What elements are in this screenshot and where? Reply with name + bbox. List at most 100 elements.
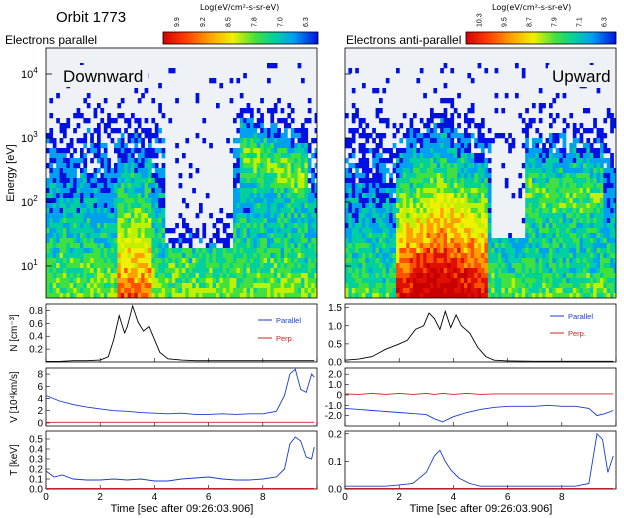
- spectrogram-cell: [355, 243, 359, 249]
- spectrogram-cell: [270, 163, 275, 169]
- spectrogram-cell: [569, 203, 574, 209]
- spectrogram-cell: [110, 233, 115, 239]
- spectrogram-cell: [552, 168, 557, 174]
- spectrogram-cell: [392, 258, 397, 264]
- spectrogram-cell: [239, 133, 244, 139]
- spectrogram-cell: [239, 138, 244, 144]
- spectrogram-cell: [273, 188, 278, 194]
- spectrogram-cell: [579, 283, 584, 289]
- spectrogram-cell: [127, 123, 132, 129]
- spectrogram-cell: [263, 183, 268, 189]
- spectrogram-cell: [233, 178, 237, 184]
- spectrogram-cell: [613, 278, 616, 284]
- spectrogram-cell: [284, 123, 288, 129]
- spectrogram-cell: [63, 228, 67, 234]
- spectrogram-cell: [307, 258, 312, 264]
- spectrogram-cell: [110, 168, 115, 174]
- spectrogram-cell: [583, 283, 587, 289]
- spectrogram-cell: [440, 143, 444, 149]
- spectrogram-cell: [311, 223, 315, 229]
- spectrogram-cell: [433, 228, 438, 234]
- spectrogram-cell: [392, 163, 397, 169]
- spectrogram-cell: [501, 293, 506, 298]
- spectrogram-cell: [103, 163, 108, 169]
- spectrogram-cell: [83, 283, 88, 289]
- spectrogram-cell: [596, 128, 601, 134]
- spectrogram-cell: [80, 223, 84, 229]
- spectrogram-cell: [491, 263, 495, 269]
- spectrogram-cell: [450, 198, 455, 204]
- spectrogram-cell: [107, 283, 111, 289]
- spectrogram-cell: [481, 243, 485, 249]
- spectrogram-cell: [416, 273, 421, 279]
- spectrogram-cell: [100, 153, 105, 159]
- spectrogram-cell: [402, 228, 407, 234]
- spectrogram-cell: [90, 138, 94, 144]
- spectrogram-cell: [137, 183, 142, 189]
- spectrogram-cell: [419, 138, 424, 144]
- spectrogram-cell: [120, 288, 125, 294]
- spectrogram-cell: [100, 223, 105, 229]
- series-line-density: [344, 309, 614, 362]
- spectrogram-cell: [260, 183, 264, 189]
- spectrogram-cell: [508, 143, 512, 149]
- spectrogram-cell: [450, 143, 455, 149]
- spectrogram-cell: [256, 233, 261, 239]
- spectrogram-cell: [120, 158, 125, 164]
- spectrogram-cell: [372, 153, 376, 159]
- spectrogram-cell: [528, 158, 533, 164]
- spectrogram-cell: [49, 288, 54, 294]
- spectrogram-cell: [542, 268, 546, 274]
- spectrogram-cell: [562, 228, 567, 234]
- spectrogram-cell: [389, 248, 393, 254]
- spectrogram-cell: [260, 128, 264, 134]
- spectrogram-cell: [256, 188, 261, 194]
- spectrogram-cell: [185, 238, 190, 244]
- spectrogram-cell: [559, 263, 563, 269]
- spectrogram-cell: [467, 288, 472, 294]
- spectrogram-cell: [307, 233, 312, 239]
- spectrogram-cell: [385, 203, 390, 209]
- spectrogram-cell: [273, 223, 278, 229]
- spectrogram-cell: [83, 258, 88, 264]
- spectrogram-cell: [355, 213, 359, 219]
- spectrogram-cell: [562, 193, 567, 199]
- spectrogram-cell: [409, 223, 414, 229]
- spectrogram-cell: [535, 153, 540, 159]
- spectrogram-cell: [236, 268, 241, 274]
- spectrogram-cell: [549, 193, 553, 199]
- spectrogram-cell: [131, 228, 135, 234]
- spectrogram-cell: [151, 233, 156, 239]
- spectrogram-cell: [151, 153, 156, 159]
- spectrogram-cell: [158, 293, 162, 298]
- spectrogram-cell: [406, 168, 410, 174]
- spectrogram-cell: [59, 158, 64, 164]
- spectrogram-cell: [355, 163, 359, 169]
- spectrogram-cell: [402, 113, 407, 119]
- spectrogram-cell: [583, 183, 587, 189]
- spectrogram-cell: [56, 288, 60, 294]
- spectrogram-cell: [596, 293, 601, 298]
- spectrogram-cell: [487, 288, 492, 294]
- spectrogram-cell: [515, 253, 519, 259]
- spectrogram-cell: [365, 198, 370, 204]
- spectrogram-cell: [430, 153, 434, 159]
- spectrogram-cell: [90, 253, 94, 259]
- spectrogram-cell: [389, 283, 393, 289]
- spectrogram-cell: [345, 113, 349, 119]
- spectrogram-cell: [239, 183, 244, 189]
- spectrogram-cell: [287, 103, 292, 109]
- spectrogram-cell: [416, 188, 421, 194]
- spectrogram-cell: [416, 238, 421, 244]
- spectrogram-cell: [593, 263, 597, 269]
- spectrogram-cell: [314, 233, 317, 239]
- spectrogram-cell: [402, 263, 407, 269]
- spectrogram-cell: [440, 263, 444, 269]
- spectrogram-cell: [294, 168, 298, 174]
- spectrogram-cell: [593, 253, 597, 259]
- spectrogram-cell: [131, 138, 135, 144]
- spectrogram-cell: [97, 128, 101, 134]
- spectrogram-cell: [474, 208, 478, 214]
- spectrogram-cell: [63, 173, 67, 179]
- spectrogram-cell: [481, 208, 485, 214]
